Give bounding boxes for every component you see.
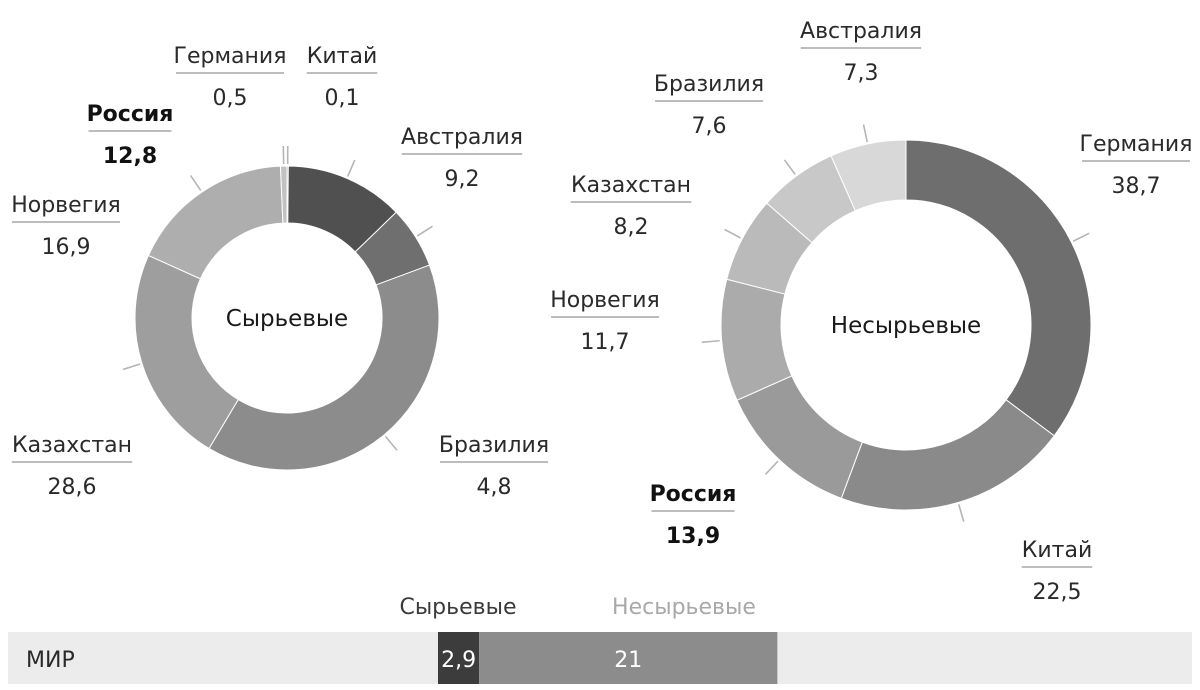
donut-slice-germany	[279, 165, 288, 224]
leader-line	[724, 228, 741, 239]
donut-center-label: Сырьевые	[226, 306, 348, 332]
slice-value-china: 0,1	[325, 86, 360, 111]
donut-chart-2: Германия 38,7 Китай 22,5 Россия 13,9 Норвегия 1…	[550, 19, 1192, 605]
slice-label-norway: Норвегия	[550, 288, 660, 313]
world-bar-chart: МИР 2,9 Сырьевые 21 Несырьевые	[8, 595, 1192, 684]
slice-value-brazil: 7,6	[692, 114, 727, 139]
slice-value-australia: 9,2	[445, 167, 480, 192]
leader-line	[416, 225, 433, 237]
slice-label-brazil: Бразилия	[439, 433, 549, 458]
donut-slice-australia	[830, 139, 907, 212]
slice-value-germany: 38,7	[1112, 174, 1161, 199]
leader-line	[122, 363, 141, 371]
bar-segment-nonraw	[479, 632, 778, 684]
slice-value-china: 22,5	[1033, 580, 1082, 605]
bar-segment-value: 2,9	[441, 648, 476, 673]
slice-label-china: Китай	[1022, 538, 1093, 563]
leader-line	[346, 159, 356, 177]
slice-value-kazakhstan: 8,2	[614, 215, 649, 240]
leader-line	[701, 339, 720, 344]
donut-center-label: Несырьевые	[831, 313, 981, 339]
slice-label-norway: Норвегия	[11, 193, 121, 218]
leader-line	[384, 435, 398, 451]
slice-label-brazil: Бразилия	[654, 72, 764, 97]
bar-category-label: МИР	[26, 648, 75, 673]
slice-label-australia: Австралия	[800, 19, 922, 44]
slice-label-russia: Россия	[650, 482, 737, 507]
leader-line	[957, 504, 965, 522]
leader-line	[1072, 232, 1090, 242]
donut-slice-germany	[905, 139, 1092, 437]
leader-line	[862, 124, 869, 143]
bar-series-label: Сырьевые	[399, 595, 516, 620]
bar-segment-value: 21	[614, 648, 642, 673]
donut-slice-kazakhstan	[208, 264, 440, 471]
donut-slice-norway	[134, 254, 239, 450]
slice-value-kazakhstan: 28,6	[48, 475, 97, 500]
slice-label-kazakhstan: Казахстан	[12, 433, 132, 458]
slice-label-australia: Австралия	[401, 125, 523, 150]
leader-line	[189, 175, 202, 191]
donut-slice-russia	[736, 375, 863, 499]
bar-series-label: Несырьевые	[612, 595, 756, 620]
slice-label-germany: Германия	[174, 44, 287, 69]
leader-line	[764, 460, 779, 475]
slice-value-norway: 11,7	[581, 330, 630, 355]
slice-label-germany: Германия	[1080, 132, 1193, 157]
donut-slice-china	[840, 399, 1055, 511]
slice-value-germany: 0,5	[213, 86, 248, 111]
slice-value-russia: 13,9	[666, 524, 720, 549]
slice-value-brazil: 4,8	[477, 475, 512, 500]
slice-value-russia: 12,8	[103, 144, 157, 169]
slice-label-russia: Россия	[87, 102, 174, 127]
donut-slice-russia	[147, 165, 284, 280]
leader-line	[783, 159, 796, 175]
slice-value-australia: 7,3	[844, 61, 879, 86]
slice-label-china: Китай	[307, 44, 378, 69]
bar-segment-raw	[438, 632, 480, 684]
slice-label-kazakhstan: Казахстан	[571, 173, 691, 198]
donut-chart-1: Китай 0,1 Австралия 9,2 Бразилия 4,8 Казахстан…	[11, 44, 549, 500]
slice-value-norway: 16,9	[42, 235, 91, 260]
